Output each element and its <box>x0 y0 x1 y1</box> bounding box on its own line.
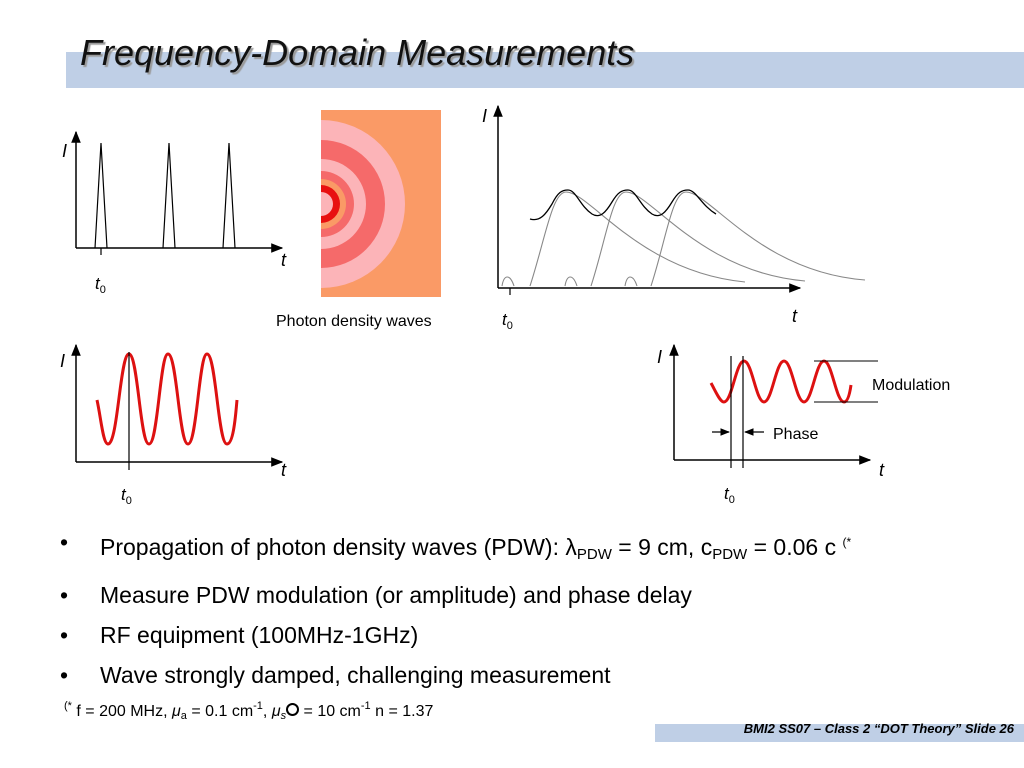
axis-label-i: I <box>60 351 65 371</box>
pdw-ring <box>321 192 333 216</box>
axis-label-t: t <box>281 250 287 270</box>
footer-band <box>655 724 1024 742</box>
bullet-dot: • <box>60 529 69 555</box>
phase-label: Phase <box>773 426 818 443</box>
phase-modulation-plot: Modulation Phase I t t0 <box>657 343 950 506</box>
bullet-item: • Propagation of photon density waves (P… <box>56 522 851 575</box>
prime-circle-icon <box>286 703 300 716</box>
sinusoid-plot: I t t0 <box>60 343 287 507</box>
pulse <box>222 142 236 249</box>
slide-title: Frequency-Domain Measurements <box>80 32 635 73</box>
t0-label: t0 <box>502 310 513 332</box>
t0-label: t0 <box>121 485 132 507</box>
bullet-dot: • <box>60 582 69 608</box>
bullet-list: • Propagation of photon density waves (P… <box>56 522 851 695</box>
t0-label: t0 <box>724 484 735 506</box>
title-band <box>66 52 1024 88</box>
axis-label-i: I <box>657 347 662 367</box>
pulse <box>94 142 108 249</box>
sine-wave <box>709 359 853 404</box>
footnote: (* f = 200 MHz, μa = 0.1 cm-1, μs = 10 c… <box>64 700 434 722</box>
pulse <box>162 142 176 249</box>
overlapping-pulses-plot: I t t0 <box>482 104 866 332</box>
slide-footer: BMI2 SS07 – Class 2 “DOT Theory” Slide 2… <box>743 721 1014 736</box>
pulse-train-plot: I t t0 <box>62 130 287 296</box>
small-pulse <box>501 276 515 287</box>
small-pulse <box>624 276 638 287</box>
bullet-dot: • <box>60 662 69 688</box>
response-curve <box>650 191 866 287</box>
bullet-item: • Measure PDW modulation (or amplitude) … <box>56 575 851 615</box>
photon-density-waves-image: Photon density waves <box>276 110 441 330</box>
axis-label-t: t <box>879 460 885 480</box>
axis-label-i: I <box>482 106 487 126</box>
sum-curve <box>529 189 717 221</box>
axis-label-t: t <box>281 460 287 480</box>
axis-label-t: t <box>792 306 798 326</box>
response-curve <box>590 191 806 287</box>
axis-label-i: I <box>62 141 67 161</box>
small-pulse <box>564 276 578 287</box>
bullet-item: • Wave strongly damped, challenging meas… <box>56 655 851 695</box>
modulation-label: Modulation <box>872 377 950 394</box>
bullet-item: • RF equipment (100MHz-1GHz) <box>56 615 851 655</box>
bullet-dot: • <box>60 622 69 648</box>
response-curve <box>529 191 746 287</box>
t0-label: t0 <box>95 274 106 296</box>
pdw-caption: Photon density waves <box>276 313 432 330</box>
sine-wave <box>95 352 239 446</box>
